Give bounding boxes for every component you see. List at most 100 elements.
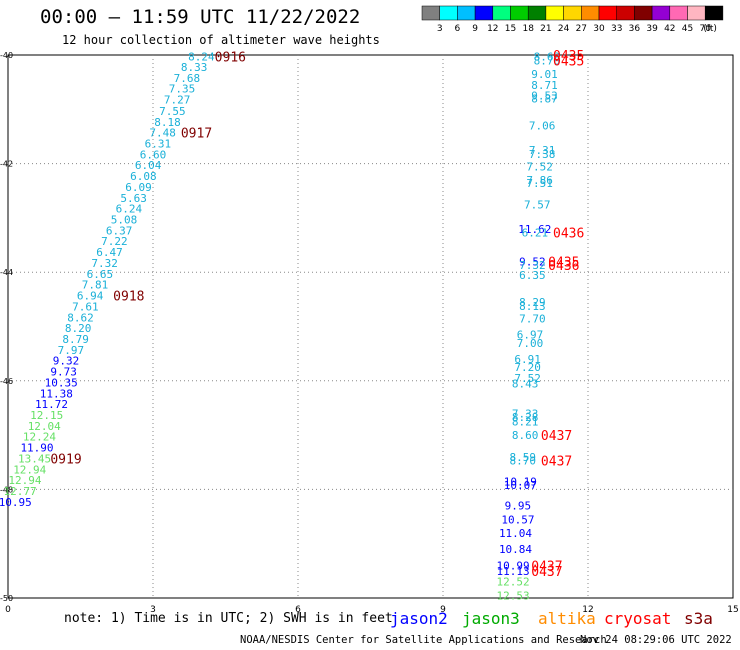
data-point-label: 8.79 — [62, 333, 89, 346]
scale-label: 9 — [472, 24, 478, 34]
data-point-label: 8.62 — [67, 311, 94, 324]
scale-label: 27 — [576, 24, 587, 34]
scale-label: 33 — [611, 24, 622, 34]
data-point-label: 7.20 — [514, 361, 541, 374]
scale-label: 6 — [455, 24, 461, 34]
scale-swatch — [581, 5, 600, 21]
data-point-label: 6.47 — [96, 246, 123, 259]
data-point-label: 7.52 — [526, 160, 553, 173]
y-tick-label: -44 — [0, 268, 13, 277]
data-point-label: 6.04 — [135, 159, 162, 172]
data-point-label: 6.31 — [145, 138, 172, 151]
data-point-label: 7.27 — [164, 94, 191, 107]
scale-swatch — [651, 5, 671, 21]
data-point-label: 12.77 — [4, 485, 37, 498]
data-point-label: 7.52 — [514, 372, 541, 385]
data-point-label: 8.24 — [188, 51, 215, 64]
credit-text: NOAA/NESDIS Center for Satellite Applica… — [240, 634, 607, 646]
legend-altika: altika — [538, 609, 596, 628]
data-point-label: 7.00 — [517, 337, 544, 350]
x-tick-label: 0 — [5, 605, 11, 615]
data-point-label: 6.37 — [106, 224, 133, 237]
footer-note: note: 1) Time is in UTC; 2) SWH is in fe… — [64, 611, 393, 626]
data-point-label: 13.45 — [18, 452, 51, 465]
data-point-label: 10.07 — [504, 479, 537, 492]
scale-swatch — [457, 5, 476, 21]
data-point-label: 7.32 — [91, 257, 118, 270]
x-tick-label: 12 — [582, 605, 593, 615]
data-point-label: 11.13 — [497, 565, 530, 578]
y-tick-label: -42 — [0, 160, 13, 169]
data-point-label: 7.81 — [82, 279, 109, 292]
time-annotation: 0435 — [548, 255, 579, 270]
data-point-label: 7.55 — [159, 105, 186, 118]
time-annotation: 0437 — [541, 455, 572, 470]
data-point-label: 8.87 — [531, 92, 558, 105]
time-annotation: 0436 — [548, 259, 579, 274]
time-annotation: 0437 — [531, 559, 562, 574]
data-point-label: 11.62 — [518, 223, 551, 236]
scale-label: 45 — [682, 24, 693, 34]
data-point-label: 8.59 — [510, 451, 537, 464]
time-annotation: 0437 — [541, 429, 572, 444]
time-annotation: 0918 — [113, 290, 144, 305]
data-point-label: 10.99 — [497, 559, 530, 572]
scale-swatch — [563, 5, 582, 21]
scale-swatch — [527, 5, 547, 21]
data-point-label: 6.24 — [116, 203, 143, 216]
chart-title: 00:00 — 11:59 UTC 11/22/2022 — [40, 6, 361, 28]
data-point-label: 12.24 — [23, 431, 56, 444]
data-point-label: 10.19 — [504, 475, 537, 488]
data-point-label: 6.65 — [87, 268, 114, 281]
data-point-label: 8.63 — [534, 51, 561, 64]
data-point-label: 8.18 — [154, 116, 181, 129]
data-point-label: 8.43 — [512, 378, 539, 391]
data-point-label: 8.60 — [512, 429, 539, 442]
data-point-label: 7.48 — [149, 127, 176, 140]
x-tick-label: 6 — [295, 605, 301, 615]
data-point-label: 7.61 — [72, 300, 99, 313]
data-point-label: 8.29 — [519, 296, 546, 309]
x-tick-label: 9 — [440, 605, 446, 615]
data-point-label: 12.94 — [13, 463, 46, 476]
data-point-label: 8.76 — [534, 54, 561, 67]
scale-swatch — [616, 5, 635, 21]
scale-swatch — [492, 5, 511, 21]
x-tick-label: 15 — [727, 605, 738, 615]
scale-swatch — [439, 5, 458, 21]
scale-label: 30 — [593, 24, 605, 34]
data-point-label: 6.60 — [140, 148, 167, 161]
data-point-label: 9.32 — [53, 355, 80, 368]
data-point-label: 7.68 — [174, 72, 201, 85]
scale-label: 42 — [664, 24, 675, 34]
data-point-label: 8.70 — [510, 455, 537, 468]
data-point-label: 6.91 — [514, 353, 541, 366]
data-point-label: 8.71 — [531, 79, 558, 92]
data-point-label: 11.04 — [499, 527, 532, 540]
data-point-label: 5.63 — [120, 192, 147, 205]
data-point-label: 11.72 — [35, 398, 68, 411]
data-point-label: 7.35 — [169, 83, 196, 96]
scale-swatch — [421, 5, 440, 21]
data-point-label: 6.21 — [522, 227, 549, 240]
scale-swatch — [474, 5, 494, 21]
y-tick-label: -48 — [0, 485, 13, 494]
data-point-label: 7.38 — [529, 148, 556, 161]
time-annotation: 0435 — [553, 54, 584, 69]
legend-s3a: s3a — [684, 609, 713, 628]
data-point-label: 7.06 — [529, 120, 556, 133]
scale-swatch — [634, 5, 653, 21]
y-tick-label: -50 — [0, 594, 13, 603]
data-point-label: 12.04 — [28, 420, 61, 433]
data-point-label: 5.08 — [111, 214, 138, 227]
data-point-label: 7.97 — [58, 344, 85, 357]
data-point-label: 8.33 — [181, 61, 208, 74]
scale-label: 12 — [487, 24, 498, 34]
data-point-label: 12.15 — [30, 409, 63, 422]
time-annotation: 0435 — [553, 49, 584, 64]
time-annotation: 0437 — [531, 565, 562, 580]
scale-swatch — [510, 5, 529, 21]
scale-swatch — [545, 5, 564, 21]
data-point-label: 7.31 — [529, 144, 556, 157]
